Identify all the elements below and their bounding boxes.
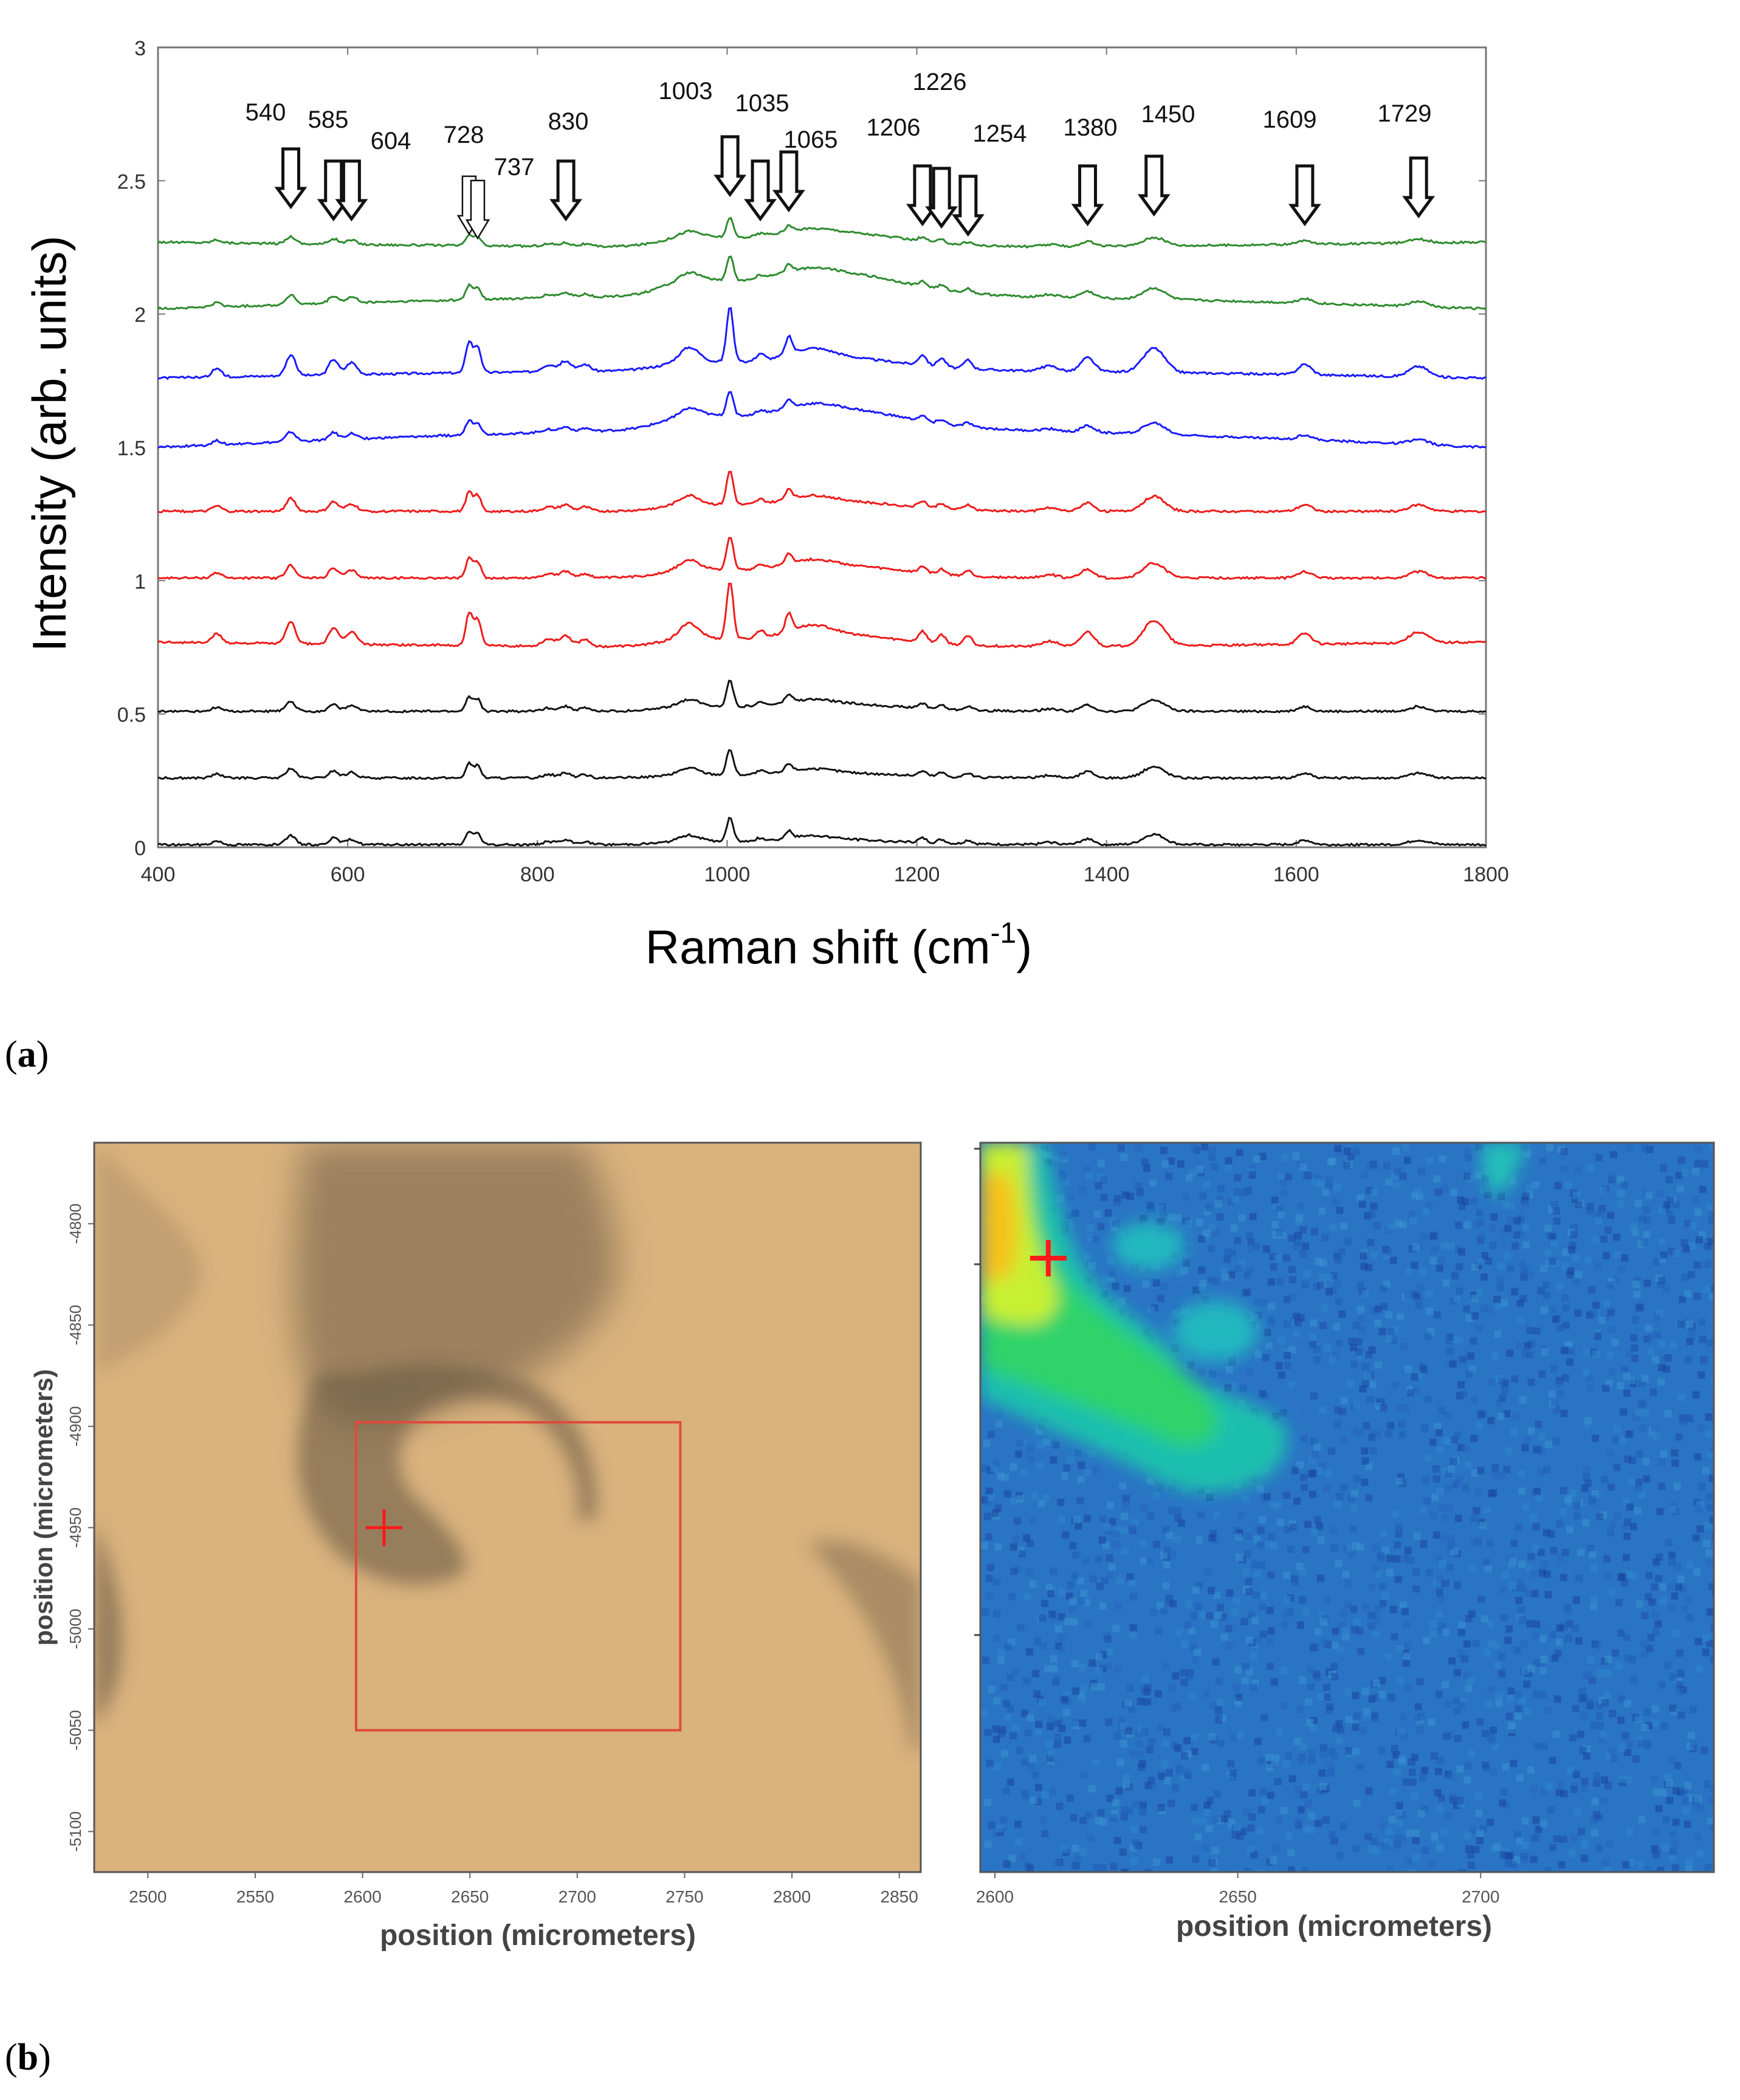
peak-arrow <box>1288 164 1321 227</box>
map-x-tick-label: 2700 <box>1462 1887 1499 1906</box>
peak-arrow <box>549 159 583 222</box>
optical-y-tick-label: -4900 <box>66 1406 84 1447</box>
peak-label: 737 <box>494 154 535 181</box>
optical-y-tick-label: -5050 <box>66 1710 84 1751</box>
x-tick-label: 600 <box>331 863 365 886</box>
raman-map-panel: 2600 2650 2700 position (micrometers) <box>974 1141 1715 1943</box>
spectrum-series <box>157 582 1487 649</box>
peak-label: 1206 <box>867 114 921 141</box>
optical-y-tick-label: -5100 <box>66 1811 84 1852</box>
peak-arrow <box>714 135 747 198</box>
y-tick-label: 2 <box>134 304 146 327</box>
x-tick-label: 1400 <box>1084 863 1130 886</box>
peak-arrow <box>1071 164 1104 227</box>
y-tick-label: 0 <box>134 837 146 860</box>
optical-y-tick-label: -4950 <box>66 1507 84 1548</box>
y-axis-label: Intensity (arb. units) <box>22 236 76 652</box>
optical-x-tick-label: 2800 <box>773 1887 811 1906</box>
y-tick-label: 0.5 <box>117 704 146 727</box>
position-marker <box>365 1509 402 1546</box>
x-tick-label: 1600 <box>1273 863 1319 886</box>
optical-y-tick-label: -4850 <box>66 1305 84 1346</box>
optical-x-tick-label: 2600 <box>343 1887 381 1906</box>
optical-y-tick-label: -5000 <box>66 1609 84 1650</box>
y-tick-label: 1.5 <box>117 437 146 460</box>
x-axis-label: Raman shift (cm-1) <box>645 917 1032 974</box>
peak-arrow <box>274 147 308 210</box>
optical-x-axis: 2500 2550 2600 2650 2700 2750 2800 2850 <box>129 1872 918 1906</box>
map-x-axis-label: position (micrometers) <box>1176 1910 1492 1943</box>
spectrum-series <box>157 537 1487 580</box>
peak-arrow <box>465 179 490 240</box>
raman-spectra-chart: 0 0.5 1 1.5 2 2.5 3 400 600 800 1000 1200 1400 1600 1… <box>22 37 1509 974</box>
peak-label: 540 <box>246 99 286 126</box>
map-x-tick-label: 2600 <box>976 1887 1014 1906</box>
peak-label: 585 <box>308 106 349 133</box>
peak-arrow <box>1137 154 1171 217</box>
peak-arrow <box>951 174 985 237</box>
y-tick-label: 2.5 <box>117 170 146 193</box>
peak-arrow <box>772 150 805 213</box>
peak-arrow <box>1402 156 1436 219</box>
x-tick-label: 1200 <box>894 863 940 886</box>
peak-label: 830 <box>548 108 589 135</box>
peak-label: 1729 <box>1378 100 1432 127</box>
raman-map <box>980 1143 1714 1872</box>
panel-label-b: (b) <box>5 2037 51 2078</box>
spectrum-series <box>157 216 1487 249</box>
peak-label: 1254 <box>973 120 1027 147</box>
x-tick-label: 800 <box>520 863 555 886</box>
spectrum-series <box>157 307 1487 380</box>
optical-y-axis: -4800 -4850 -4900 -4950 -5000 -5050 -5100 <box>66 1203 94 1852</box>
map-x-axis: 2600 2650 2700 <box>974 1148 1499 1906</box>
spectrum-series <box>157 391 1487 449</box>
x-tick-label: 1000 <box>704 863 751 886</box>
x-axis: 400 600 800 1000 1200 1400 1600 1800 <box>141 47 1509 886</box>
peak-arrow <box>744 159 777 222</box>
optical-y-tick-label: -4800 <box>66 1203 84 1244</box>
y-axis: 0 0.5 1 1.5 2 2.5 3 <box>117 37 1486 860</box>
peak-label: 1035 <box>735 90 789 117</box>
spectrum-series <box>157 680 1487 714</box>
map-x-tick-label: 2650 <box>1219 1887 1257 1906</box>
spectrum-series <box>157 816 1487 847</box>
optical-x-tick-label: 2550 <box>236 1887 274 1906</box>
optical-x-tick-label: 2500 <box>129 1887 167 1906</box>
peak-label: 604 <box>371 128 411 154</box>
panel-label-a: (a) <box>5 1034 49 1075</box>
map-position-marker <box>1030 1240 1067 1276</box>
optical-x-axis-label: position (micrometers) <box>380 1919 696 1952</box>
optical-x-tick-label: 2700 <box>559 1887 596 1906</box>
x-tick-label: 1800 <box>1463 863 1509 886</box>
optical-image-panel: 2500 2550 2600 2650 2700 2750 2800 2850 -4800-4… <box>29 1141 922 1952</box>
plot-area <box>157 46 1487 849</box>
optical-y-axis-label: position (micrometers) <box>29 1369 58 1645</box>
y-tick-label: 1 <box>134 570 146 593</box>
spectrum-series <box>157 749 1487 780</box>
optical-x-tick-label: 2750 <box>665 1887 703 1906</box>
peak-label: 1065 <box>784 126 838 153</box>
peak-label: 1003 <box>659 78 713 105</box>
spectra-series <box>157 216 1487 847</box>
peak-label: 1226 <box>913 69 967 95</box>
optical-image <box>94 1143 921 1872</box>
peak-label: 728 <box>444 122 484 148</box>
optical-x-tick-label: 2650 <box>451 1887 489 1906</box>
scan-area-box <box>354 1421 682 1732</box>
y-tick-label: 3 <box>134 37 146 60</box>
optical-x-tick-label: 2850 <box>881 1887 918 1906</box>
peak-arrow <box>335 159 368 222</box>
peak-label: 1609 <box>1263 106 1317 133</box>
spectrum-series <box>157 470 1487 514</box>
peak-label: 1450 <box>1141 101 1195 128</box>
peak-label: 1380 <box>1064 114 1118 141</box>
x-tick-label: 400 <box>141 863 176 886</box>
peak-arrows: 540 585 604 728 737 830 1003 1035 1065 1206 122612… <box>246 69 1436 240</box>
peak-arrow <box>925 167 958 229</box>
spectrum-series <box>157 255 1487 311</box>
